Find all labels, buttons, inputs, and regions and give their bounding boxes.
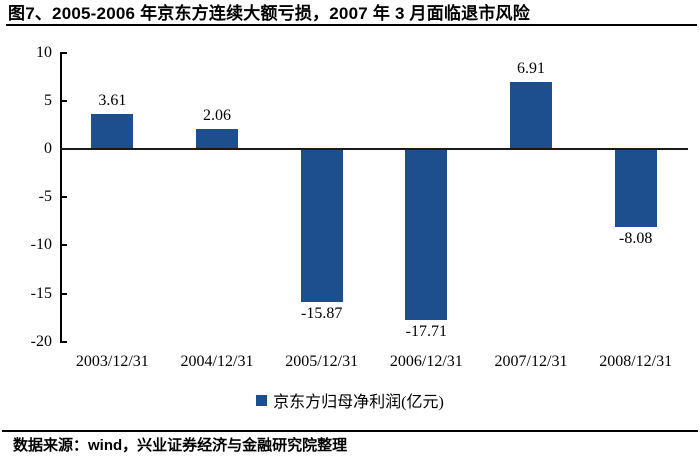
y-axis-tick (60, 340, 67, 343)
bar-2008/12/31 (614, 149, 657, 227)
y-axis-label: 10 (36, 43, 52, 61)
bar-chart: 10 5 0 -5 -10 -15 -20 3.61 2003/12/31 2.06 2004/12… (0, 43, 700, 375)
y-axis-label: -5 (38, 188, 52, 206)
x-axis-label: 2004/12/31 (180, 353, 254, 370)
bar-2006/12/31 (405, 149, 448, 320)
value-label: 6.91 (517, 60, 545, 78)
data-source-note: 数据来源：wind，兴业证券经济与金融研究院整理 (13, 437, 348, 454)
legend: 京东方归母净利润(亿元) (0, 388, 700, 412)
y-axis-tick (60, 99, 67, 102)
y-axis-label: 0 (44, 140, 52, 157)
footer-divider (2, 430, 698, 432)
legend-label: 京东方归母净利润(亿元) (273, 394, 444, 411)
y-axis-label: 5 (44, 91, 52, 109)
y-axis-label: -20 (30, 332, 52, 350)
value-label: -17.71 (405, 322, 447, 340)
x-axis-label: 2008/12/31 (599, 353, 673, 370)
bar-2004/12/31 (196, 129, 238, 149)
value-label: 2.06 (203, 107, 231, 125)
bar-2007/12/31 (510, 82, 552, 149)
x-axis-label: 2007/12/31 (494, 353, 568, 370)
y-axis-tick (60, 196, 67, 199)
bar-2005/12/31 (300, 149, 343, 302)
y-axis-tick (60, 292, 67, 295)
bar-2003/12/31 (91, 114, 134, 149)
x-axis-zero-line (60, 148, 688, 150)
title-divider (6, 24, 697, 26)
x-axis-label: 2003/12/31 (75, 353, 149, 370)
y-axis-label: -15 (30, 284, 52, 302)
chart-title: 图7、2005-2006 年京东方连续大额亏损，2007 年 3 月面临退市风险 (8, 4, 530, 23)
value-label: -15.87 (300, 304, 343, 322)
value-label: -8.08 (618, 229, 653, 247)
y-axis-tick (60, 244, 67, 247)
value-label: 3.61 (98, 92, 127, 110)
legend-color-swatch (256, 394, 268, 406)
x-axis-label: 2005/12/31 (285, 353, 359, 370)
y-axis-label: -10 (30, 236, 52, 254)
x-axis-label: 2006/12/31 (389, 353, 463, 370)
y-axis-tick (60, 51, 67, 54)
